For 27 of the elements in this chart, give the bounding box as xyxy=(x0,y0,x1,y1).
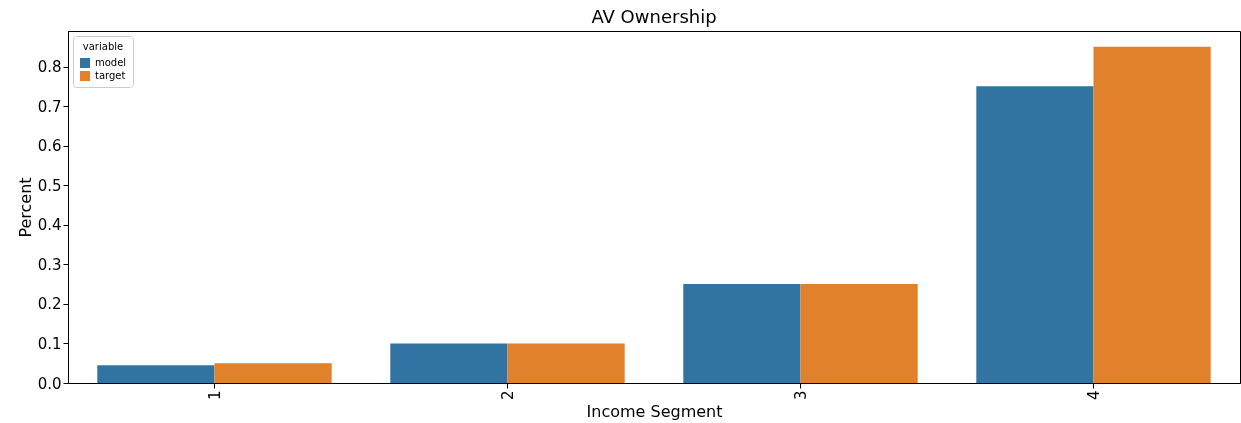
chart-title: AV Ownership xyxy=(591,6,717,27)
bar xyxy=(507,343,625,383)
bar xyxy=(214,363,332,383)
bar xyxy=(976,86,1094,383)
y-tick-label: 0.5 xyxy=(37,176,62,195)
x-tick-label: 2 xyxy=(498,390,517,401)
y-tick-label: 0.8 xyxy=(37,58,62,77)
y-axis-title: Percent xyxy=(15,177,35,238)
bar xyxy=(800,284,918,383)
y-tick-label: 0.6 xyxy=(37,137,62,156)
legend-title: variable xyxy=(82,41,124,52)
bar xyxy=(683,284,801,383)
y-tick-label: 0.4 xyxy=(37,216,62,235)
x-tick-label: 4 xyxy=(1084,390,1103,401)
legend-label: model xyxy=(95,57,127,68)
bar xyxy=(1093,46,1211,383)
legend-label: target xyxy=(95,70,126,81)
x-tick-label: 1 xyxy=(205,390,224,401)
y-tick-label: 0.7 xyxy=(37,97,62,116)
x-tick-label: 3 xyxy=(791,390,810,401)
y-tick-label: 0.1 xyxy=(37,334,62,353)
y-tick-label: 0.2 xyxy=(37,295,62,314)
bar xyxy=(97,365,215,383)
y-tick-label: 0.3 xyxy=(37,255,62,274)
y-tick-label: 0.0 xyxy=(37,374,62,393)
x-axis-title: Income Segment xyxy=(586,402,723,422)
bar xyxy=(390,343,508,383)
